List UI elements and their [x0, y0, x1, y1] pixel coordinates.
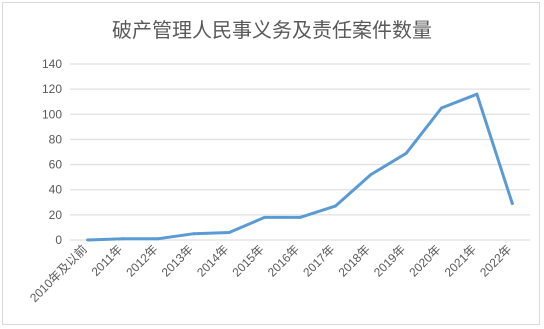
data-point [192, 232, 196, 236]
x-tick-label: 2022年 [477, 242, 514, 279]
data-point [86, 238, 90, 242]
data-point [298, 215, 302, 219]
x-tick-label: 2016年 [265, 242, 302, 279]
y-tick-label: 100 [42, 107, 62, 121]
y-tick-label: 20 [49, 208, 63, 222]
data-point [227, 230, 231, 234]
x-tick-label: 2018年 [336, 242, 373, 279]
y-tick-label: 80 [49, 132, 63, 146]
data-point [475, 92, 479, 96]
x-tick-label: 2013年 [159, 242, 196, 279]
y-tick-label: 140 [42, 57, 62, 71]
x-tick-label: 2015年 [229, 242, 266, 279]
x-tick-label: 2011年 [89, 242, 126, 279]
data-point [156, 237, 160, 241]
x-tick-label: 2010年及以前 [26, 242, 89, 305]
x-tick-label: 2020年 [406, 242, 443, 279]
data-point [369, 173, 373, 177]
y-tick-label: 120 [42, 82, 62, 96]
y-tick-label: 40 [49, 183, 63, 197]
y-tick-label: 60 [49, 158, 63, 172]
y-tick-label: 0 [55, 233, 62, 247]
data-point [440, 106, 444, 110]
x-tick-label: 2012年 [123, 242, 160, 279]
data-point [263, 215, 267, 219]
chart-title: 破产管理人民事义务及责任案件数量 [112, 18, 432, 42]
data-point [510, 202, 514, 206]
chart-frame [2, 2, 540, 325]
data-point [121, 237, 125, 241]
x-tick-label: 2021年 [442, 242, 479, 279]
x-tick-label: 2017年 [300, 242, 337, 279]
data-point [333, 204, 337, 208]
data-point [404, 151, 408, 155]
x-tick-label: 2019年 [371, 242, 408, 279]
x-tick-label: 2014年 [194, 242, 231, 279]
